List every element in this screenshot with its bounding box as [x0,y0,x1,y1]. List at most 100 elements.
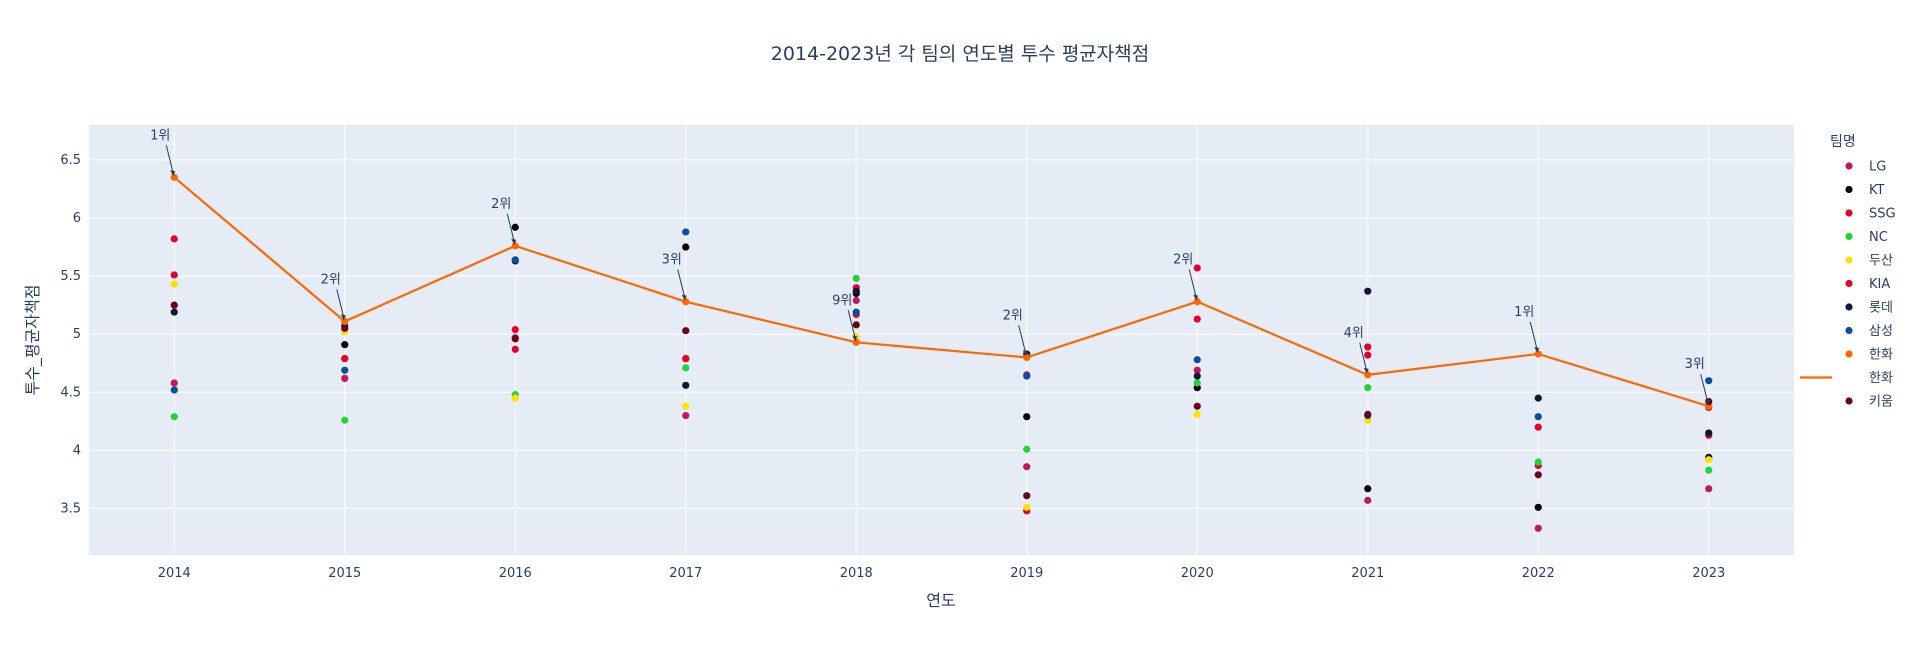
data-point[interactable] [682,354,690,363]
data-point[interactable] [170,271,178,279]
data-point[interactable] [852,296,860,305]
data-point[interactable] [170,280,178,288]
data-point[interactable] [170,386,178,394]
annotation-label: 1위 [150,128,170,143]
data-point[interactable] [511,345,519,353]
data-point[interactable] [1193,315,1201,323]
data-point[interactable] [682,411,690,420]
data-point[interactable] [511,256,519,264]
data-point[interactable] [511,335,519,343]
data-point[interactable] [1023,353,1031,362]
data-point[interactable] [1534,503,1542,511]
y-tick-label: 4.5 [60,385,81,400]
data-point[interactable] [170,173,178,181]
legend-item[interactable]: 두산 [1845,254,1893,269]
data-point[interactable] [682,298,690,306]
legend-item[interactable]: 한화 [1800,371,1893,386]
data-point[interactable] [511,325,519,334]
data-point[interactable] [1534,350,1542,358]
annotation-label: 4위 [1344,326,1364,341]
data-point[interactable] [1364,496,1372,504]
data-point[interactable] [1023,372,1031,380]
data-point[interactable] [1364,351,1372,359]
legend-item[interactable]: 키움 [1845,395,1893,410]
data-point[interactable] [1705,377,1713,385]
data-point[interactable] [1364,287,1372,295]
data-point[interactable] [1023,503,1031,511]
data-point[interactable] [682,228,690,236]
data-point[interactable] [341,317,349,326]
data-point[interactable] [341,416,349,424]
data-point[interactable] [1193,356,1201,364]
data-point[interactable] [1705,456,1713,464]
data-point[interactable] [852,321,860,329]
data-point[interactable] [852,274,860,283]
legend-item[interactable]: NC [1845,230,1888,245]
series-lines [173,176,1710,408]
data-point[interactable] [1364,371,1372,379]
data-point[interactable] [1534,458,1542,466]
data-point[interactable] [1534,413,1542,421]
data-point[interactable] [1534,471,1542,479]
data-point[interactable] [1705,429,1713,437]
annotation-arrowhead [852,335,858,342]
data-point[interactable] [1193,298,1201,306]
data-point[interactable] [1364,384,1372,392]
data-point[interactable] [1534,394,1542,402]
data-point[interactable] [341,354,349,363]
legend-item[interactable]: 삼성 [1845,324,1893,339]
legend-item[interactable]: 롯데 [1845,301,1893,316]
data-point[interactable] [1023,413,1031,421]
data-point[interactable] [1705,466,1713,474]
data-point[interactable] [852,287,860,295]
data-point[interactable] [511,223,519,231]
legend-item[interactable]: SSG [1845,207,1896,222]
data-point[interactable] [682,381,690,389]
data-point[interactable] [341,341,349,349]
data-point[interactable] [1023,463,1031,471]
data-point[interactable] [1193,264,1201,272]
data-point[interactable] [1023,445,1031,453]
x-tick-label: 2015 [328,566,361,581]
data-point[interactable] [1534,423,1542,431]
legend-item[interactable]: KT [1845,183,1885,198]
series-line [173,176,1710,408]
data-point[interactable] [170,301,178,309]
annotation-arrowhead [1534,346,1540,353]
data-point[interactable] [682,327,690,335]
data-point[interactable] [341,366,349,374]
data-point[interactable] [170,379,178,387]
data-point[interactable] [682,402,690,410]
data-point[interactable] [1364,410,1372,418]
data-point[interactable] [1023,492,1031,500]
data-point[interactable] [1364,343,1372,351]
data-point[interactable] [341,374,349,382]
legend-label: SSG [1869,207,1896,222]
annotation-arrow [847,310,856,339]
data-point[interactable] [1534,524,1542,532]
legend-item[interactable]: 한화 [1845,348,1893,363]
data-point[interactable] [511,394,519,402]
data-point[interactable] [1705,485,1713,493]
data-point[interactable] [1364,485,1372,493]
data-point[interactable] [1193,366,1201,374]
data-point[interactable] [682,364,690,372]
legend-marker-swatch [1845,279,1853,288]
data-point[interactable] [170,413,178,421]
legend-label: 두산 [1869,254,1893,269]
legend-item[interactable]: LG [1845,160,1886,175]
data-point[interactable] [852,308,860,316]
data-point[interactable] [1193,379,1201,387]
data-point[interactable] [341,324,349,332]
data-point[interactable] [852,338,860,346]
data-point[interactable] [682,243,690,251]
data-point[interactable] [1193,402,1201,410]
legend-marker-swatch [1845,256,1853,264]
legend-item[interactable]: KIA [1845,277,1890,292]
data-point[interactable] [511,242,519,250]
data-point[interactable] [170,308,178,316]
data-point[interactable] [1193,410,1201,418]
data-point[interactable] [170,235,178,243]
data-point[interactable] [1193,372,1201,380]
